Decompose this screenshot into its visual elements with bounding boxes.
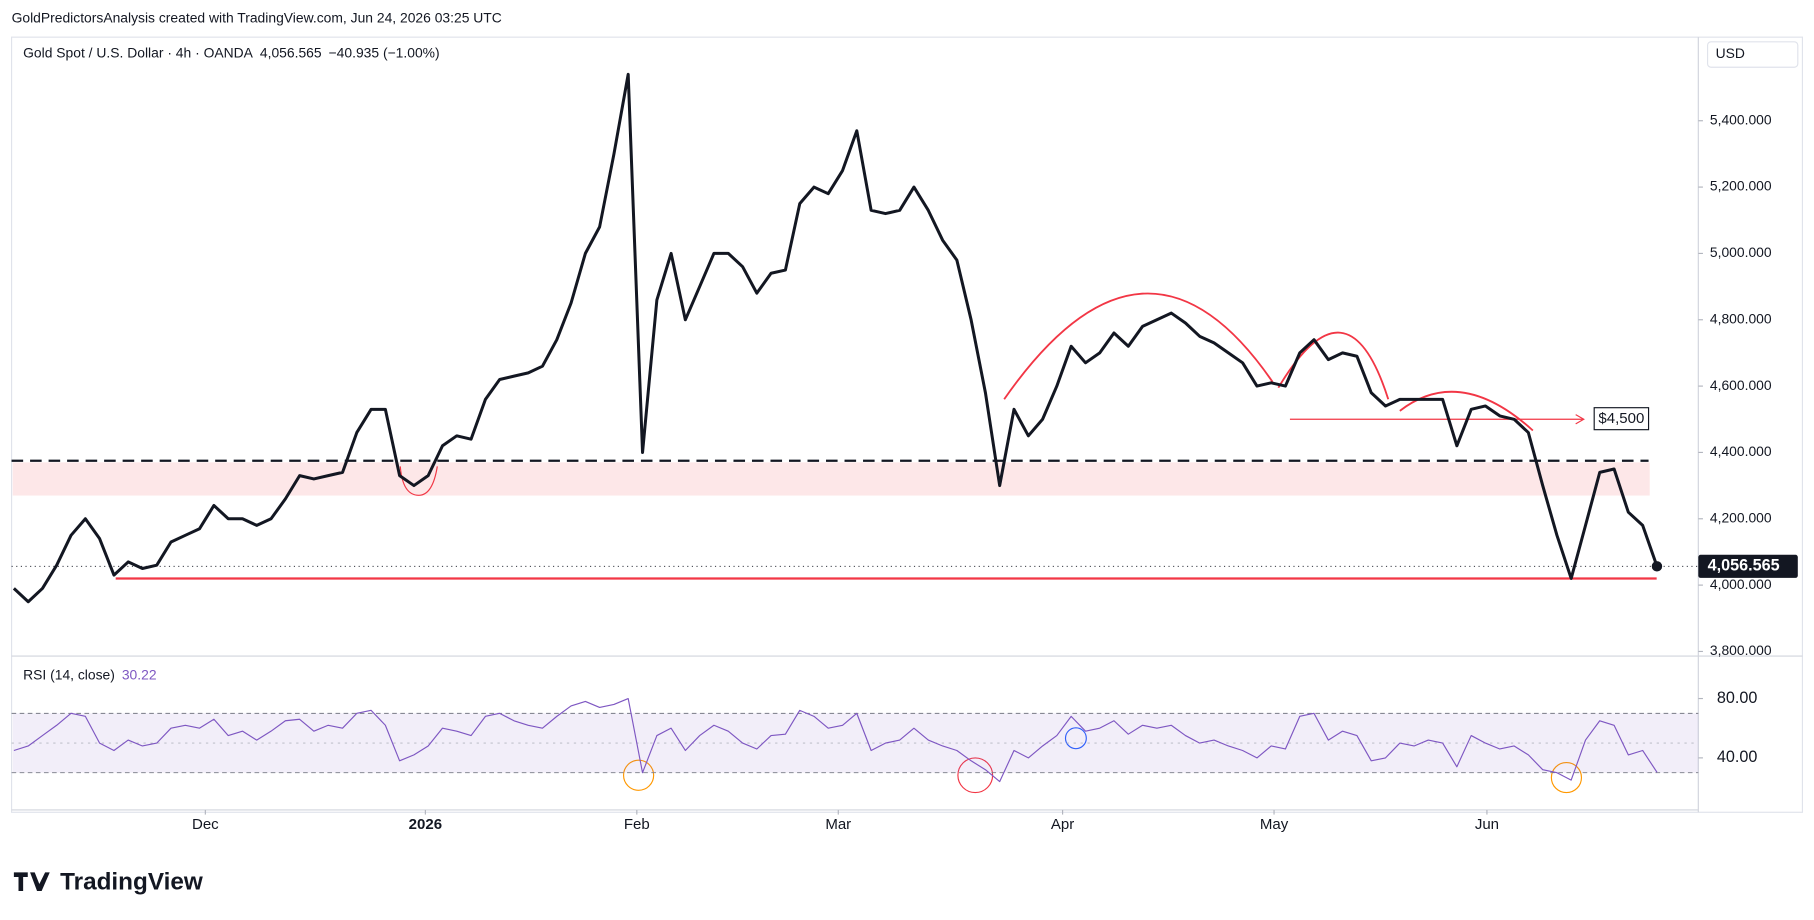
y-tick-label: 5,000.000 (1710, 244, 1772, 260)
logo: TradingView (13, 868, 203, 895)
x-tick-label: 2026 (409, 816, 442, 833)
y-tick-label: 4,600.000 (1710, 377, 1772, 393)
currency-box (1706, 41, 1799, 68)
target-box (1593, 407, 1650, 431)
currency: USD (1716, 45, 1745, 61)
arc (399, 466, 438, 496)
x-tick-label: Feb (624, 816, 650, 833)
x-tick-label: Dec (192, 816, 219, 833)
x-tick-label: Apr (1051, 816, 1074, 833)
legend-change: −40.935 (−1.00%) (329, 44, 440, 60)
y-tick-label: 4,800.000 (1710, 310, 1772, 326)
legend: Gold Spot / U.S. Dollar · 4h · OANDA 4,05… (23, 44, 440, 60)
legend-title: Gold Spot / U.S. Dollar · 4h · OANDA (23, 44, 254, 60)
zone (12, 462, 1650, 496)
last-point (1651, 561, 1663, 572)
footer: TradingView (60, 868, 203, 895)
last-price-label: 4,056.565 (1708, 557, 1780, 575)
rsi-band (12, 713, 1699, 773)
circle (1550, 761, 1583, 794)
arc (1399, 390, 1534, 432)
target-label: $4,500 (1598, 410, 1644, 427)
rsi-tick-label: 40.00 (1717, 748, 1758, 766)
y-tick-label: 5,200.000 (1710, 178, 1772, 194)
rsi-line (13, 697, 1658, 783)
y-tick-label: 4,000.000 (1710, 576, 1772, 592)
x-tick-label: May (1260, 816, 1289, 833)
rsi-last: 30.22 (122, 666, 157, 682)
rsi-title: RSI (14, close) (23, 666, 115, 682)
price-line (12, 72, 1659, 604)
x-tick-label: Jun (1475, 816, 1499, 833)
rsi-tick-label: 80.00 (1717, 689, 1758, 707)
y-tick-label: 4,200.000 (1710, 509, 1772, 525)
target-arrow (1575, 414, 1585, 425)
circle (622, 759, 655, 791)
x-tick-label: Mar (825, 816, 851, 833)
y-tick-label: 4,400.000 (1710, 443, 1772, 459)
logo-mark (13, 872, 50, 891)
frame (10, 36, 1804, 813)
y-tick-label: 5,400.000 (1710, 111, 1772, 127)
last-price-box (1698, 554, 1798, 578)
arc (1003, 292, 1274, 400)
rsi-legend: RSI (14, close) 30.22 (23, 666, 157, 682)
circle (1064, 727, 1087, 750)
y-tick-label: 3,800.000 (1710, 642, 1772, 658)
header: GoldPredictorsAnalysis created with Trad… (12, 9, 502, 25)
legend-price: 4,056.565 (260, 44, 322, 60)
